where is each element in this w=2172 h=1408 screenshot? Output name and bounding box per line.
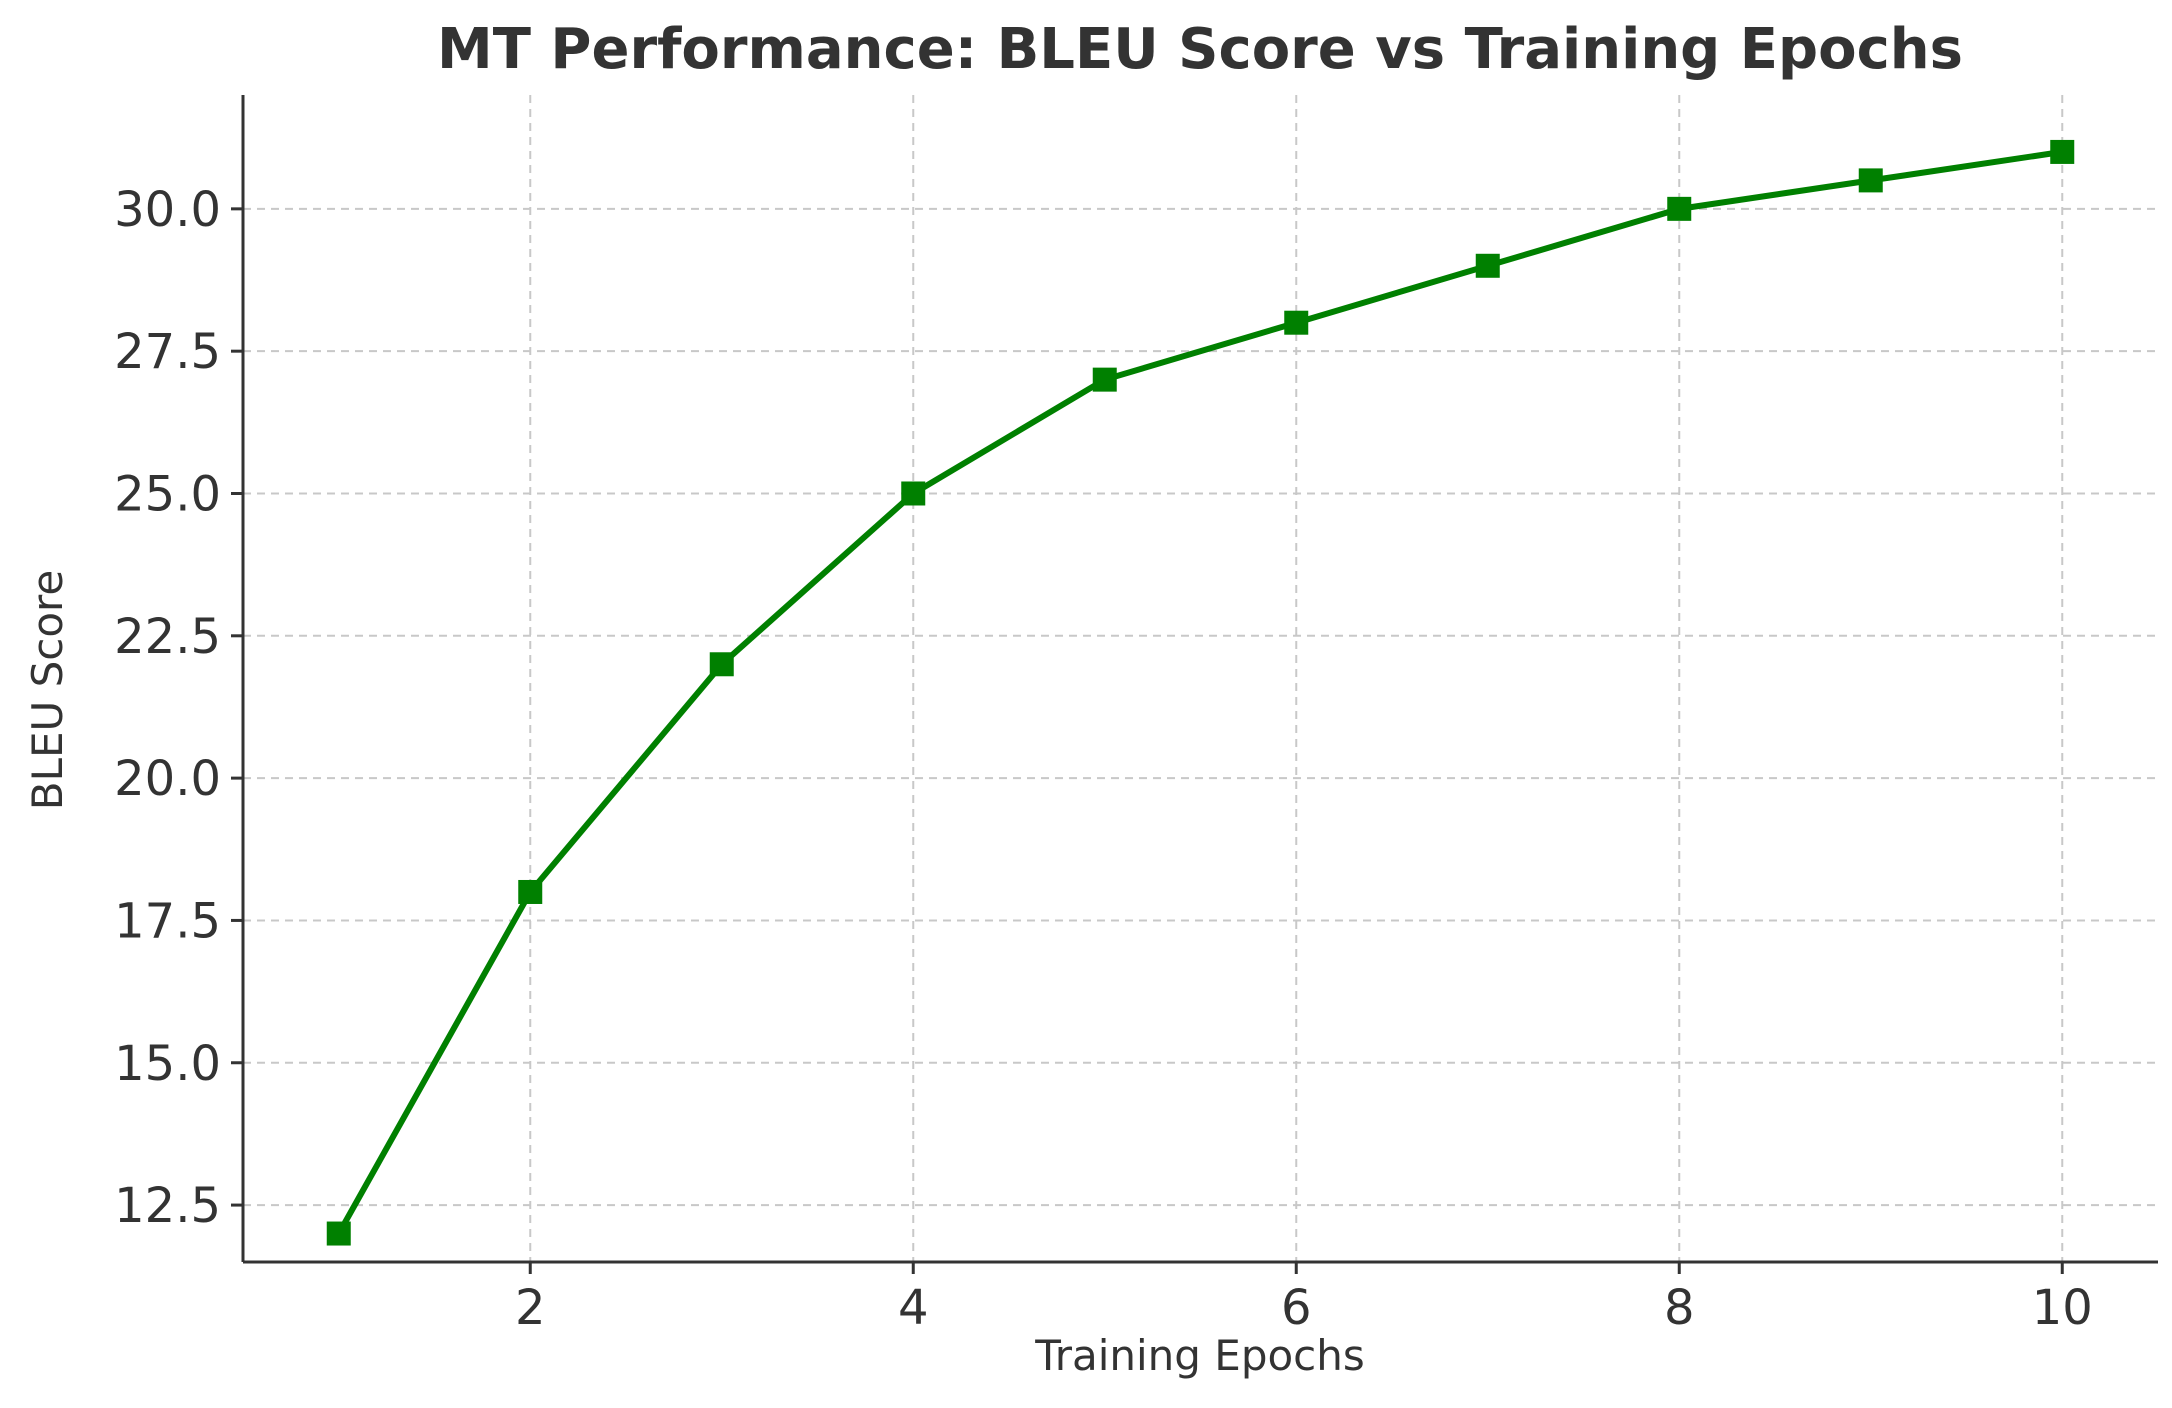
y-tick-label: 15.0 bbox=[114, 1036, 221, 1092]
y-tick-label: 30.0 bbox=[114, 182, 221, 238]
data-point-marker bbox=[1475, 253, 1500, 278]
y-axis-label: BLEU Score bbox=[23, 570, 72, 810]
x-tick-label: 4 bbox=[898, 1280, 929, 1336]
y-tick-label: 27.5 bbox=[114, 324, 221, 380]
data-point-marker bbox=[326, 1221, 351, 1246]
x-tick-label: 8 bbox=[1664, 1280, 1695, 1336]
y-tick-label: 12.5 bbox=[114, 1178, 221, 1234]
x-axis-label: Training Epochs bbox=[1034, 1331, 1365, 1380]
x-tick-label: 2 bbox=[515, 1280, 546, 1336]
data-point-marker bbox=[901, 481, 926, 506]
x-tick-label: 6 bbox=[1281, 1280, 1312, 1336]
series-line-0 bbox=[335, 148, 2066, 1237]
y-tick-label: 25.0 bbox=[114, 466, 221, 522]
tick-labels: 2 4 6 8 10 12.5 15.0 17.5 20.0 22.5 25.0 27.5 30.0 bbox=[114, 182, 2093, 1336]
x-tick-label: 10 bbox=[2032, 1280, 2093, 1336]
data-point-marker bbox=[709, 652, 734, 677]
data-series bbox=[326, 139, 2075, 1246]
data-point-marker bbox=[1667, 196, 1692, 221]
y-tick-label: 22.5 bbox=[114, 609, 221, 665]
data-point-marker bbox=[1092, 367, 1117, 392]
data-point-marker bbox=[1284, 310, 1309, 335]
y-tick-label: 20.0 bbox=[114, 751, 221, 807]
chart-title: MT Performance: BLEU Score vs Training E… bbox=[437, 17, 1963, 82]
data-point-marker bbox=[1858, 168, 1883, 193]
y-tick-label: 17.5 bbox=[114, 893, 221, 949]
axes bbox=[231, 95, 2158, 1274]
data-point-marker bbox=[2050, 139, 2075, 164]
data-point-marker bbox=[518, 879, 543, 904]
